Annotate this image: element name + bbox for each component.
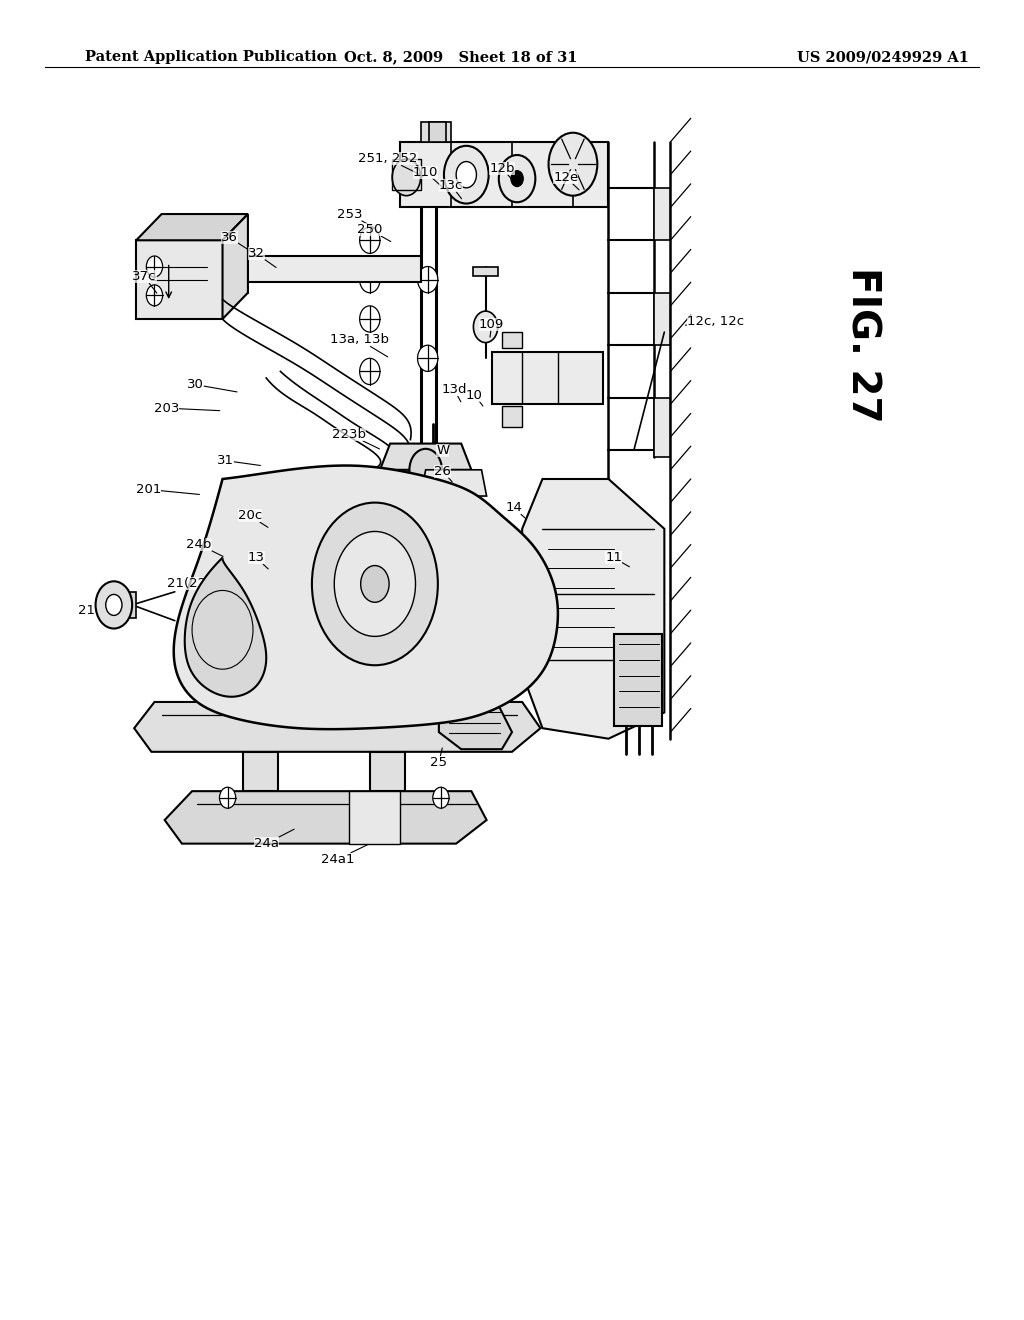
Text: 21(22): 21(22): [167, 577, 213, 595]
Polygon shape: [613, 634, 663, 726]
Polygon shape: [134, 702, 541, 752]
Polygon shape: [222, 214, 248, 319]
Text: 110: 110: [413, 165, 444, 189]
Text: 24a: 24a: [254, 829, 294, 850]
Text: 201: 201: [136, 483, 200, 496]
Circle shape: [359, 227, 380, 253]
Text: 14: 14: [506, 502, 526, 519]
Circle shape: [360, 565, 389, 602]
Text: 217: 217: [78, 603, 112, 622]
Circle shape: [456, 161, 476, 187]
Polygon shape: [243, 752, 279, 791]
Circle shape: [359, 306, 380, 333]
Circle shape: [392, 158, 421, 195]
Text: 20c: 20c: [238, 510, 268, 527]
Polygon shape: [421, 123, 451, 141]
Polygon shape: [370, 752, 406, 791]
Text: 24a1: 24a1: [321, 845, 368, 866]
Polygon shape: [429, 123, 446, 141]
Circle shape: [433, 787, 450, 808]
Polygon shape: [522, 479, 665, 739]
Text: 253: 253: [337, 207, 376, 228]
Text: 203: 203: [154, 401, 220, 414]
Text: 25: 25: [430, 748, 447, 768]
Polygon shape: [400, 141, 608, 207]
Polygon shape: [421, 470, 486, 496]
Polygon shape: [654, 187, 671, 240]
Polygon shape: [184, 557, 266, 697]
Text: 31: 31: [217, 454, 260, 467]
Circle shape: [499, 154, 536, 202]
Polygon shape: [165, 791, 486, 843]
Circle shape: [418, 267, 438, 293]
Polygon shape: [349, 791, 400, 843]
Text: 250: 250: [357, 223, 391, 242]
Circle shape: [410, 449, 442, 491]
Text: 10: 10: [466, 388, 483, 407]
Polygon shape: [492, 351, 603, 404]
Text: 13a, 13b: 13a, 13b: [330, 334, 389, 356]
Polygon shape: [439, 702, 512, 750]
Text: 32: 32: [248, 247, 276, 268]
Circle shape: [95, 581, 132, 628]
Circle shape: [359, 358, 380, 384]
Polygon shape: [136, 240, 222, 319]
Text: 24b: 24b: [186, 539, 223, 557]
Circle shape: [549, 133, 597, 195]
Text: 13: 13: [248, 552, 268, 569]
Circle shape: [444, 145, 488, 203]
Polygon shape: [136, 214, 248, 240]
Polygon shape: [654, 293, 671, 346]
Text: 13d: 13d: [441, 383, 467, 401]
Text: FIG. 27: FIG. 27: [844, 268, 882, 422]
Text: 109: 109: [479, 318, 504, 337]
Text: 26: 26: [434, 465, 453, 482]
Text: 36: 36: [221, 231, 256, 255]
Polygon shape: [473, 267, 498, 276]
Polygon shape: [502, 333, 522, 348]
Circle shape: [334, 532, 416, 636]
Polygon shape: [502, 405, 522, 426]
Text: 30: 30: [186, 378, 238, 392]
Circle shape: [473, 312, 498, 343]
Circle shape: [421, 570, 441, 597]
Polygon shape: [227, 256, 421, 282]
Polygon shape: [105, 591, 136, 618]
Text: 12c, 12c: 12c, 12c: [685, 315, 743, 329]
Circle shape: [105, 594, 122, 615]
Polygon shape: [654, 397, 671, 457]
Circle shape: [198, 583, 217, 610]
Text: W: W: [436, 444, 450, 457]
Circle shape: [219, 787, 236, 808]
Text: US 2009/0249929 A1: US 2009/0249929 A1: [797, 50, 969, 65]
Circle shape: [312, 503, 438, 665]
Polygon shape: [227, 247, 248, 293]
Text: Patent Application Publication: Patent Application Publication: [85, 50, 338, 65]
Text: 12b: 12b: [489, 161, 515, 183]
Text: 251, 252: 251, 252: [358, 152, 423, 176]
Polygon shape: [174, 466, 558, 729]
Circle shape: [146, 285, 163, 306]
Circle shape: [146, 256, 163, 277]
Text: 11: 11: [605, 552, 630, 566]
Circle shape: [359, 267, 380, 293]
Text: 223b: 223b: [333, 428, 380, 449]
Text: 37c: 37c: [132, 271, 157, 293]
Circle shape: [418, 346, 438, 371]
Polygon shape: [380, 444, 471, 470]
Text: 12e: 12e: [553, 170, 579, 190]
Text: Oct. 8, 2009   Sheet 18 of 31: Oct. 8, 2009 Sheet 18 of 31: [344, 50, 578, 65]
Circle shape: [511, 170, 523, 186]
Text: 13c: 13c: [439, 178, 463, 199]
